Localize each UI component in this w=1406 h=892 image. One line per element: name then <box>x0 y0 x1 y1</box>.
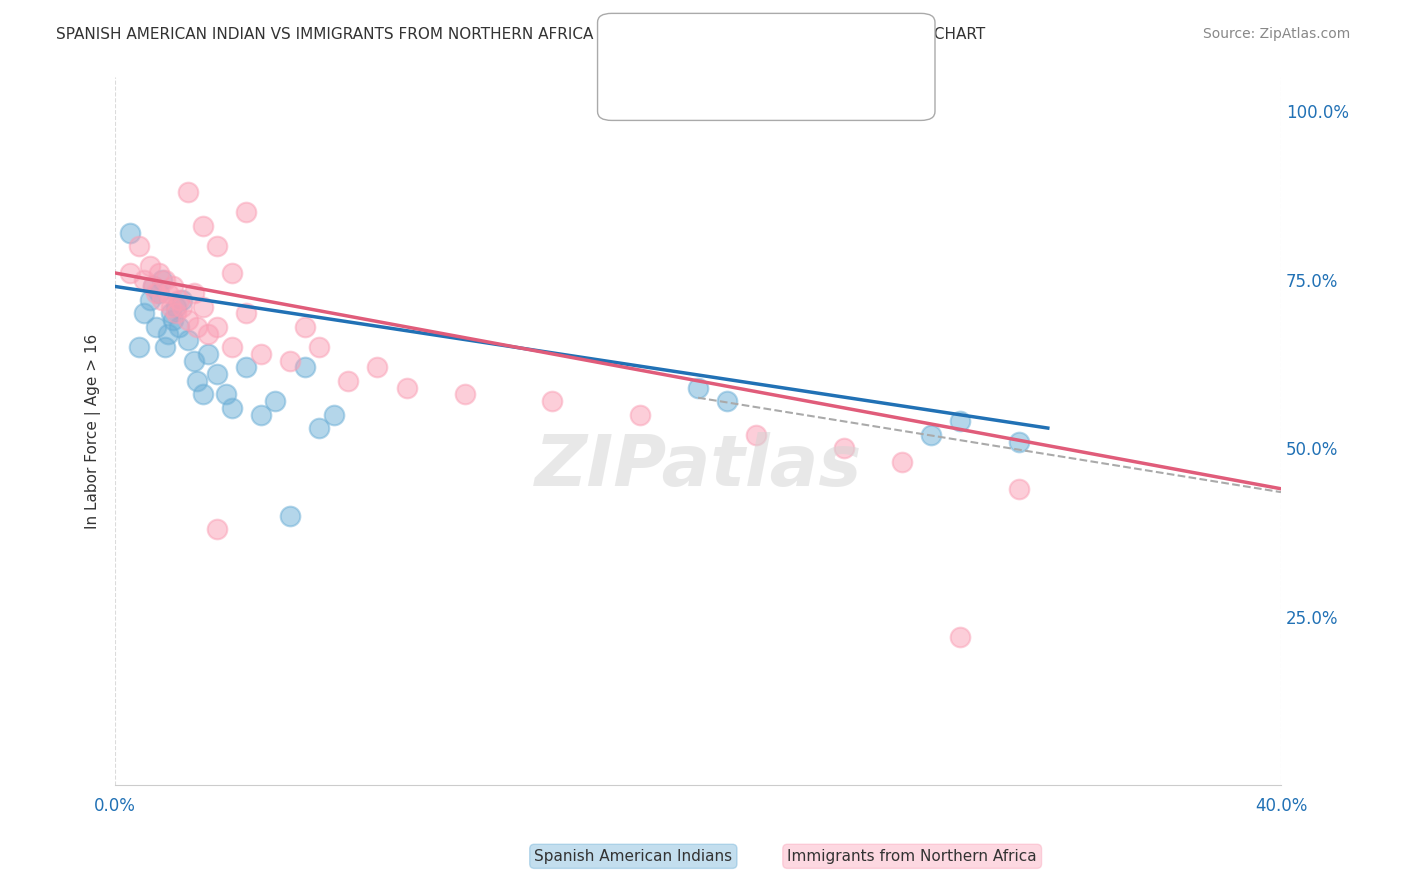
Point <box>150 273 173 287</box>
Text: R = -0.207   N = 35: R = -0.207 N = 35 <box>665 42 856 60</box>
Point <box>628 408 651 422</box>
Point <box>197 347 219 361</box>
Point <box>205 522 228 536</box>
Point <box>172 293 194 307</box>
Point <box>686 381 709 395</box>
Point <box>221 401 243 415</box>
Text: Source: ZipAtlas.com: Source: ZipAtlas.com <box>1202 27 1350 41</box>
Point <box>215 387 238 401</box>
Point <box>322 408 344 422</box>
Point <box>134 306 156 320</box>
Point <box>278 508 301 523</box>
Point <box>454 387 477 401</box>
Point <box>177 185 200 199</box>
Point <box>745 427 768 442</box>
Point <box>159 306 181 320</box>
Point <box>294 320 316 334</box>
Point <box>949 414 972 428</box>
Point <box>294 360 316 375</box>
Point <box>134 273 156 287</box>
Point <box>177 334 200 348</box>
Point <box>221 266 243 280</box>
Point <box>118 266 141 280</box>
Point <box>832 442 855 456</box>
Point <box>191 300 214 314</box>
Point <box>191 387 214 401</box>
Point <box>169 320 191 334</box>
Point <box>145 320 167 334</box>
Point <box>162 279 184 293</box>
Point <box>186 320 208 334</box>
Point <box>159 300 181 314</box>
Point <box>366 360 388 375</box>
Point <box>395 381 418 395</box>
Point <box>153 340 176 354</box>
Point <box>1008 434 1031 449</box>
Point <box>186 374 208 388</box>
Point <box>891 455 914 469</box>
Point <box>142 279 165 293</box>
Point <box>177 313 200 327</box>
Point <box>949 630 972 644</box>
Point <box>1008 482 1031 496</box>
Point <box>165 300 187 314</box>
Point <box>250 408 273 422</box>
Point <box>308 421 330 435</box>
Point <box>235 205 257 219</box>
Point <box>128 340 150 354</box>
Point <box>920 427 942 442</box>
Text: Spanish American Indians: Spanish American Indians <box>534 849 733 863</box>
Point <box>165 306 187 320</box>
Point <box>278 353 301 368</box>
Point <box>250 347 273 361</box>
Point <box>139 259 162 273</box>
Point <box>153 273 176 287</box>
Point <box>148 266 170 280</box>
Text: Immigrants from Northern Africa: Immigrants from Northern Africa <box>787 849 1038 863</box>
Point <box>162 313 184 327</box>
Point <box>172 300 194 314</box>
Point <box>221 340 243 354</box>
Point <box>139 293 162 307</box>
Text: ZIPatlas: ZIPatlas <box>534 433 862 501</box>
Point <box>183 353 205 368</box>
Point <box>308 340 330 354</box>
Point <box>541 394 564 409</box>
Point <box>142 279 165 293</box>
Point <box>156 326 179 341</box>
Point <box>128 239 150 253</box>
Point <box>191 219 214 233</box>
Point <box>156 286 179 301</box>
Point <box>148 286 170 301</box>
Point <box>150 293 173 307</box>
Point <box>205 239 228 253</box>
Point <box>235 360 257 375</box>
Point <box>205 367 228 381</box>
Text: SPANISH AMERICAN INDIAN VS IMMIGRANTS FROM NORTHERN AFRICA IN LABOR FORCE | AGE : SPANISH AMERICAN INDIAN VS IMMIGRANTS FR… <box>56 27 986 43</box>
Point <box>183 286 205 301</box>
Point <box>205 320 228 334</box>
Point <box>337 374 360 388</box>
Point <box>716 394 738 409</box>
Text: R = -0.447   N = 44: R = -0.447 N = 44 <box>665 83 856 101</box>
Point <box>118 226 141 240</box>
Point <box>145 286 167 301</box>
Point <box>264 394 287 409</box>
Y-axis label: In Labor Force | Age > 16: In Labor Force | Age > 16 <box>86 334 101 529</box>
Point <box>169 293 191 307</box>
Point <box>235 306 257 320</box>
Point <box>197 326 219 341</box>
